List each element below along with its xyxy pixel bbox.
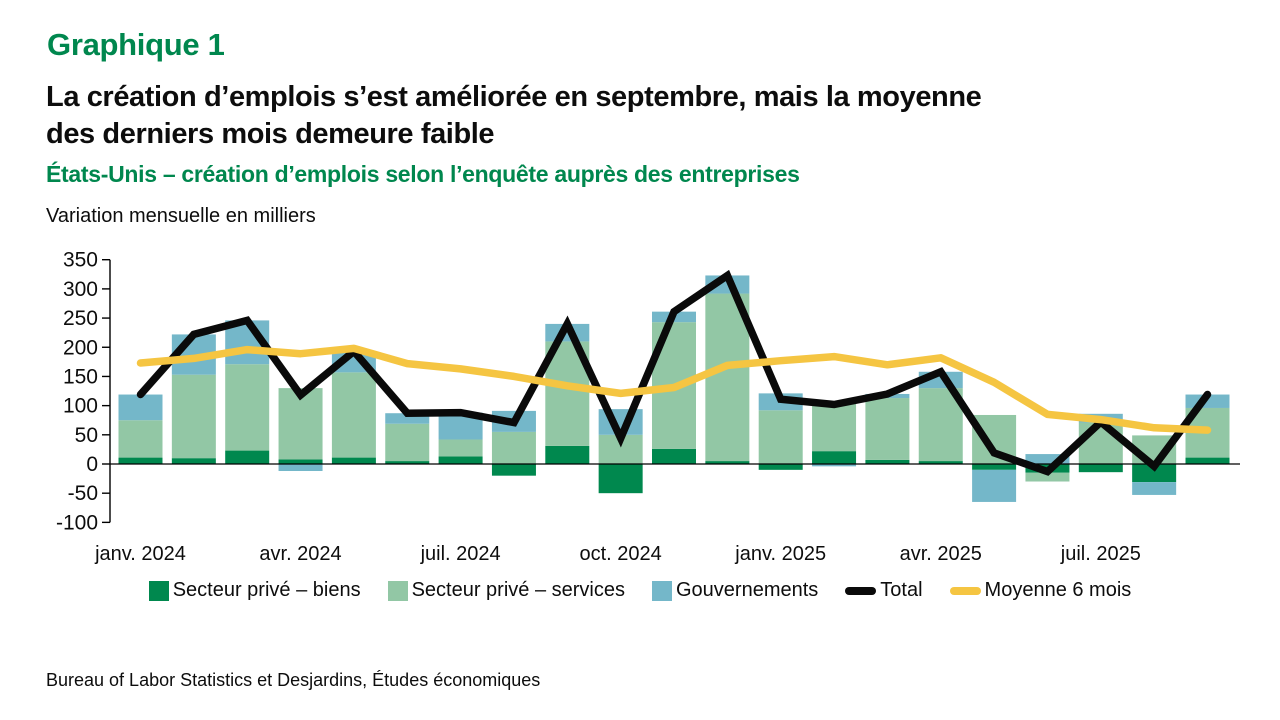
- bar-segment: [171, 374, 216, 459]
- bar-segment: [1132, 482, 1177, 495]
- bar-segment: [491, 431, 536, 464]
- y-tick-label: 250: [63, 307, 98, 330]
- bar-segment: [438, 456, 483, 464]
- bar-segment: [118, 394, 163, 421]
- chart-title-line2: des derniers mois demeure faible: [46, 118, 495, 150]
- y-tick-label: 300: [63, 278, 98, 301]
- bar-segment: [705, 293, 750, 462]
- legend-item-total: Total: [845, 579, 923, 602]
- bar-segment: [865, 398, 910, 460]
- legend-label: Secteur privé – services: [411, 579, 625, 601]
- bar-segment: [278, 459, 323, 464]
- y-tick-label: 100: [63, 395, 98, 418]
- chart-subtitle: États-Unis – création d’emplois selon l’…: [46, 161, 800, 187]
- x-tick-label: avr. 2024: [259, 543, 341, 565]
- bar-segment: [545, 445, 590, 464]
- legend-label: Moyenne 6 mois: [984, 579, 1132, 601]
- bar-segment: [491, 464, 536, 476]
- bar-segment: [972, 464, 1017, 470]
- x-tick-label: juil. 2025: [1060, 543, 1141, 565]
- bar-segment: [385, 413, 430, 424]
- bar-segment: [171, 458, 216, 464]
- total-line: [136, 269, 1212, 476]
- chart-canvas: 350 300 250 200 150 100 50 0 -50 -100 janv. 2024 av…: [56, 249, 1240, 565]
- y-tick-label: 0: [86, 453, 98, 476]
- chart-title: La création d’emplois s’est améliorée en…: [46, 79, 1231, 153]
- bar-segment: [331, 372, 376, 458]
- bar-segment: [225, 364, 270, 451]
- x-tick-label: janv. 2025: [734, 543, 826, 565]
- bar-segment: [812, 402, 857, 452]
- y-tick-label: 200: [63, 336, 98, 359]
- graph-number: Graphique 1: [47, 27, 225, 62]
- legend-label: Secteur privé – biens: [172, 579, 361, 601]
- y-tick-label: -50: [68, 482, 98, 505]
- x-tick-label: juil. 2024: [420, 543, 501, 565]
- y-tick-label: 50: [75, 424, 98, 447]
- y-tick-label: -100: [56, 511, 98, 534]
- bar-segment: [918, 461, 963, 464]
- x-tick-label: oct. 2024: [580, 543, 662, 565]
- x-tick-label: avr. 2025: [900, 543, 982, 565]
- moyenne-line-swatch-icon: [949, 586, 981, 595]
- bar-segment: [758, 464, 803, 470]
- bar-segment: [385, 461, 430, 464]
- bar-segment: [385, 423, 430, 462]
- bar-segment: [118, 420, 163, 458]
- bar-segment: [972, 469, 1017, 502]
- legend-label: Total: [880, 579, 923, 601]
- gouvernements-swatch-icon: [652, 580, 672, 601]
- bar-segment: [278, 464, 323, 472]
- x-tick-label: janv. 2024: [94, 543, 186, 565]
- biens-swatch-icon: [148, 580, 169, 601]
- bar-segment: [225, 450, 270, 464]
- bar-segment: [865, 459, 910, 464]
- bar-segment: [705, 461, 750, 464]
- bar-segment: [652, 448, 696, 464]
- bar-segment: [812, 451, 857, 464]
- services-swatch-icon: [387, 580, 408, 601]
- bar-segment: [331, 457, 376, 464]
- moyenne-line: [136, 344, 1212, 434]
- total-line-swatch-icon: [845, 586, 877, 595]
- y-tick-label: 150: [63, 365, 98, 388]
- legend-item-prive-biens: Secteur privé – biens: [148, 579, 361, 602]
- bar-segment: [812, 464, 857, 467]
- source-note: Bureau of Labor Statistics et Desjardins…: [46, 670, 541, 690]
- legend-label: Gouvernements: [676, 579, 819, 601]
- y-axis-unit-label: Variation mensuelle en milliers: [46, 205, 316, 227]
- bar-segment: [438, 439, 483, 457]
- bar-segment: [1132, 464, 1177, 483]
- bar-segment: [598, 464, 643, 494]
- bar-segment: [1025, 472, 1070, 482]
- bar-segment: [758, 410, 803, 464]
- bar-segment: [1078, 464, 1123, 473]
- y-tick-label: 350: [63, 249, 98, 272]
- bar-segment: [1185, 457, 1230, 464]
- legend-item-moyenne: Moyenne 6 mois: [949, 579, 1132, 602]
- bar-segment: [1025, 454, 1070, 464]
- legend-item-gouvernements: Gouvernements: [652, 579, 818, 602]
- bar-segment: [118, 457, 163, 464]
- chart-title-line1: La création d’emplois s’est améliorée en…: [46, 81, 982, 113]
- legend-item-prive-services: Secteur privé – services: [387, 579, 625, 602]
- bar-segment: [1078, 422, 1123, 464]
- legend: Secteur privé – biens Secteur privé – se…: [0, 579, 1280, 602]
